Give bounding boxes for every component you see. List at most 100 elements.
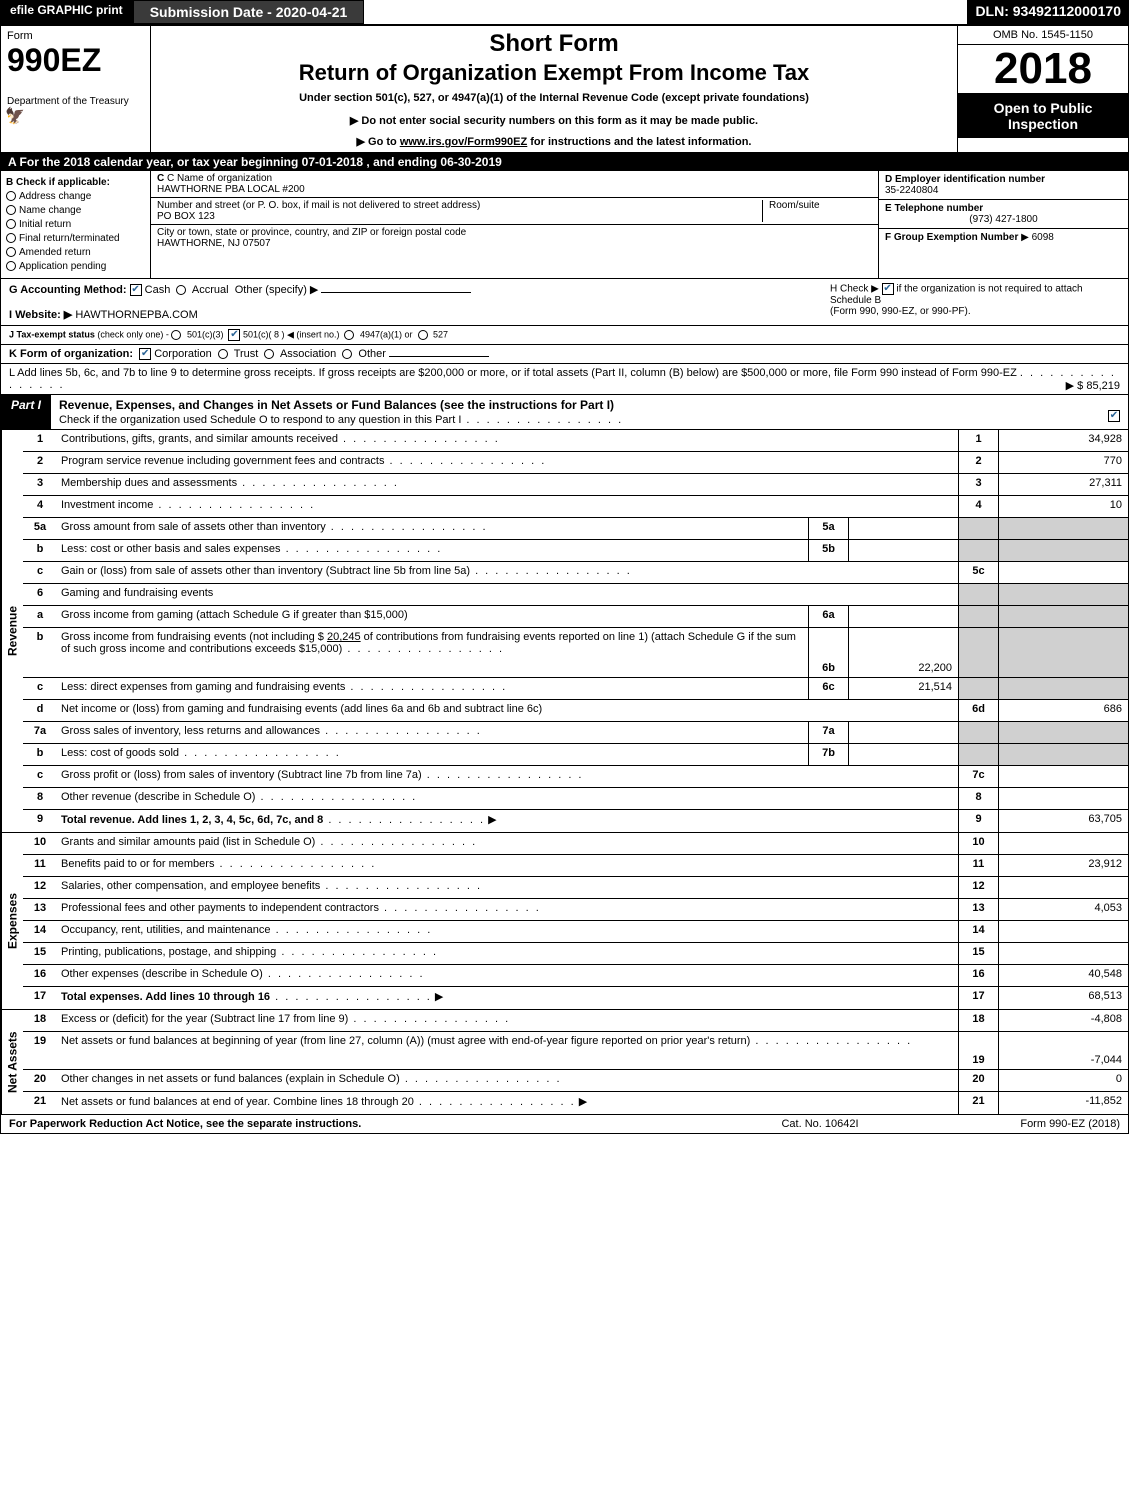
- line-15-value: [998, 943, 1128, 964]
- line-6b: b Gross income from fundraising events (…: [23, 628, 1128, 678]
- line-17-num: 17: [23, 987, 57, 1009]
- part1-check-cell: [1100, 395, 1128, 429]
- k-corp-label: Corporation: [154, 348, 211, 360]
- line-5c-value: [998, 562, 1128, 583]
- line-6a-rnum-shade: [958, 606, 998, 627]
- line-7a-rval-shade: [998, 722, 1128, 743]
- line-7a-num: 7a: [23, 722, 57, 743]
- j-4947-radio[interactable]: [344, 330, 354, 340]
- line-5a-rnum-shade: [958, 518, 998, 539]
- k-corp-checkbox[interactable]: [139, 348, 151, 360]
- line-6a-desc: Gross income from gaming (attach Schedul…: [57, 606, 808, 627]
- line-19: 19 Net assets or fund balances at beginn…: [23, 1032, 1128, 1070]
- g-accrual-radio[interactable]: [176, 285, 186, 295]
- b-amended-return[interactable]: Amended return: [6, 247, 145, 258]
- k-label: K Form of organization:: [9, 348, 133, 360]
- k-assoc-radio[interactable]: [264, 349, 274, 359]
- j-501c-checkbox[interactable]: [228, 329, 240, 341]
- line-6c: c Less: direct expenses from gaming and …: [23, 678, 1128, 700]
- line-20-desc: Other changes in net assets or fund bala…: [61, 1073, 400, 1085]
- b-name-change[interactable]: Name change: [6, 205, 145, 216]
- line-6d-num: d: [23, 700, 57, 721]
- j-4947-label: 4947(a)(1) or: [360, 329, 413, 339]
- line-9-num: 9: [23, 810, 57, 832]
- k-assoc-label: Association: [280, 348, 336, 360]
- j-501c3-label: 501(c)(3): [187, 329, 224, 339]
- under-section-text: Under section 501(c), 527, or 4947(a)(1)…: [159, 92, 949, 104]
- revenue-section: Revenue 1 Contributions, gifts, grants, …: [0, 430, 1129, 833]
- line-21-rnum: 21: [958, 1092, 998, 1114]
- city-row: City or town, state or province, country…: [151, 225, 878, 278]
- e-label: E Telephone number: [885, 203, 983, 214]
- e-phone-box: E Telephone number (973) 427-1800: [879, 200, 1128, 229]
- b-application-pending[interactable]: Application pending: [6, 261, 145, 272]
- j-501c3-radio[interactable]: [171, 330, 181, 340]
- line-3-num: 3: [23, 474, 57, 495]
- line-1-desc: Contributions, gifts, grants, and simila…: [61, 433, 338, 445]
- omb-number: OMB No. 1545-1150: [958, 26, 1128, 45]
- k-trust-radio[interactable]: [218, 349, 228, 359]
- line-9-value: 63,705: [998, 810, 1128, 832]
- line-12-num: 12: [23, 877, 57, 898]
- part1-schedule-o-checkbox[interactable]: [1108, 410, 1120, 422]
- g-label: G Accounting Method:: [9, 284, 127, 296]
- k-other-input[interactable]: [389, 356, 489, 357]
- line-7a-subcol: 7a: [808, 722, 848, 743]
- line-1: 1 Contributions, gifts, grants, and simi…: [23, 430, 1128, 452]
- line-4: 4 Investment income 4 10: [23, 496, 1128, 518]
- line-20: 20 Other changes in net assets or fund b…: [23, 1070, 1128, 1092]
- part1-title: Revenue, Expenses, and Changes in Net As…: [51, 395, 1100, 429]
- line-7b-rnum-shade: [958, 744, 998, 765]
- org-info-grid: B Check if applicable: Address change Na…: [0, 171, 1129, 279]
- right-info-column: D Employer identification number 35-2240…: [878, 171, 1128, 278]
- k-other-radio[interactable]: [342, 349, 352, 359]
- street-value: PO BOX 123: [157, 211, 762, 222]
- line-12-desc: Salaries, other compensation, and employ…: [61, 880, 320, 892]
- ssn-warning: ▶ Do not enter social security numbers o…: [159, 114, 949, 127]
- h-checkbox[interactable]: [882, 283, 894, 295]
- room-suite: Room/suite: [762, 200, 872, 222]
- line-21: 21 Net assets or fund balances at end of…: [23, 1092, 1128, 1114]
- line-2-value: 770: [998, 452, 1128, 473]
- b-address-change[interactable]: Address change: [6, 191, 145, 202]
- line-6d-desc: Net income or (loss) from gaming and fun…: [57, 700, 958, 721]
- line-17-rnum: 17: [958, 987, 998, 1009]
- j-527-radio[interactable]: [418, 330, 428, 340]
- efile-print-button[interactable]: efile GRAPHIC print: [0, 0, 133, 24]
- line-3-value: 27,311: [998, 474, 1128, 495]
- a-begin-date: 07-01-2018: [302, 155, 363, 169]
- line-6d-rnum: 6d: [958, 700, 998, 721]
- line-6b-amount-underline: 20,245: [327, 631, 361, 643]
- line-7c-rnum: 7c: [958, 766, 998, 787]
- line-6: 6 Gaming and fundraising events: [23, 584, 1128, 606]
- line-7b-num: b: [23, 744, 57, 765]
- line-6b-rnum-shade: [958, 628, 998, 677]
- submission-date-button[interactable]: Submission Date - 2020-04-21: [133, 0, 365, 24]
- irs-link[interactable]: www.irs.gov/Form990EZ: [400, 136, 527, 148]
- line-8-desc: Other revenue (describe in Schedule O): [61, 791, 255, 803]
- line-1-value: 34,928: [998, 430, 1128, 451]
- line-1-rnum: 1: [958, 430, 998, 451]
- b-initial-return[interactable]: Initial return: [6, 219, 145, 230]
- line-7c-value: [998, 766, 1128, 787]
- line-15-rnum: 15: [958, 943, 998, 964]
- f-group-value: ▶ 6098: [1021, 232, 1054, 243]
- b-final-return[interactable]: Final return/terminated: [6, 233, 145, 244]
- a-prefix: A For the 2018 calendar year, or tax yea…: [8, 155, 302, 169]
- i-website-value: HAWTHORNEPBA.COM: [75, 309, 197, 321]
- line-8-value: [998, 788, 1128, 809]
- line-7a-desc: Gross sales of inventory, less returns a…: [61, 725, 320, 737]
- g-cash-checkbox[interactable]: [130, 284, 142, 296]
- g-other-input[interactable]: [321, 292, 471, 293]
- f-group-box: F Group Exemption Number ▶ 6098: [879, 229, 1128, 278]
- line-17-value: 68,513: [998, 987, 1128, 1009]
- line-7a: 7a Gross sales of inventory, less return…: [23, 722, 1128, 744]
- goto-suffix: for instructions and the latest informat…: [527, 136, 751, 148]
- line-10: 10 Grants and similar amounts paid (list…: [23, 833, 1128, 855]
- line-4-num: 4: [23, 496, 57, 517]
- city-label: City or town, state or province, country…: [157, 227, 466, 238]
- line-9-rnum: 9: [958, 810, 998, 832]
- line-16-num: 16: [23, 965, 57, 986]
- line-6d-value: 686: [998, 700, 1128, 721]
- j-501c-label: 501(c)( 8 ) ◀ (insert no.): [243, 329, 339, 339]
